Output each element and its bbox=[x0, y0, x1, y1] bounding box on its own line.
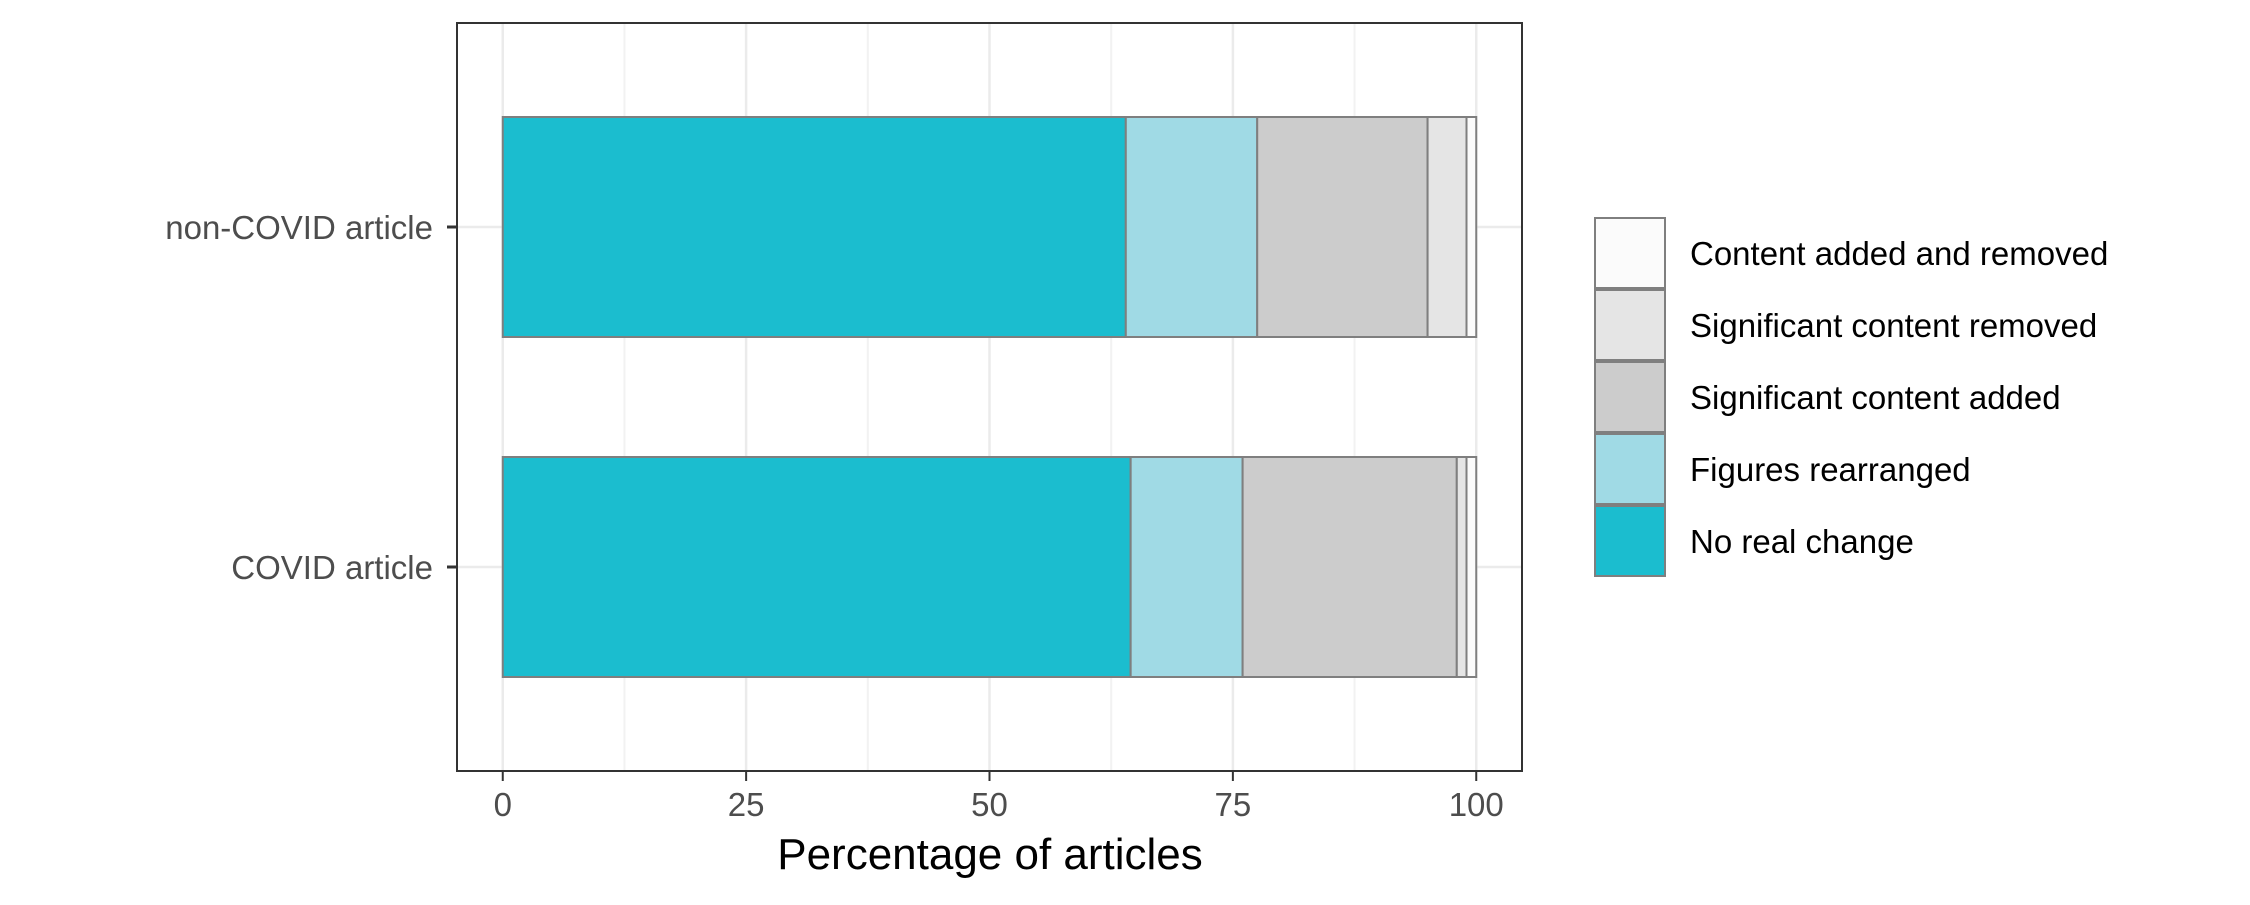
bars-layer bbox=[501, 116, 1478, 678]
bar-segment bbox=[501, 456, 1132, 678]
bar-segment bbox=[1426, 116, 1468, 338]
x-tick-label: 25 bbox=[728, 786, 765, 823]
axes-layer: 0 25 50 75 100 non-COVID article COVID article bbox=[165, 209, 1504, 823]
legend-key bbox=[1594, 505, 1666, 577]
bar-segment bbox=[1124, 116, 1259, 338]
bar-segment bbox=[501, 116, 1127, 338]
bar-segment bbox=[1241, 456, 1458, 678]
bar-segment bbox=[1129, 456, 1244, 678]
legend-label: No real change bbox=[1690, 523, 1914, 560]
y-tick-label: COVID article bbox=[231, 549, 433, 586]
y-tick-label: non-COVID article bbox=[165, 209, 433, 246]
x-tick-label: 75 bbox=[1215, 786, 1252, 823]
bar-segment bbox=[1455, 456, 1468, 678]
bar-segment bbox=[1256, 116, 1429, 338]
bar-segment bbox=[1465, 116, 1478, 338]
legend-label: Content added and removed bbox=[1690, 235, 2108, 272]
legend-key bbox=[1594, 433, 1666, 505]
bar-segment bbox=[1465, 456, 1478, 678]
x-tick-label: 0 bbox=[494, 786, 512, 823]
legend-key bbox=[1594, 361, 1666, 433]
legend-label: Figures rearranged bbox=[1690, 451, 1971, 488]
legend-key bbox=[1594, 289, 1666, 361]
x-axis-title: Percentage of articles bbox=[777, 830, 1203, 879]
legend: Content added and removed Significant con… bbox=[1594, 217, 2108, 577]
x-tick-label: 100 bbox=[1449, 786, 1504, 823]
legend-label: Significant content added bbox=[1690, 379, 2061, 416]
legend-key bbox=[1594, 217, 1666, 289]
legend-label: Significant content removed bbox=[1690, 307, 2097, 344]
x-tick-label: 50 bbox=[971, 786, 1008, 823]
